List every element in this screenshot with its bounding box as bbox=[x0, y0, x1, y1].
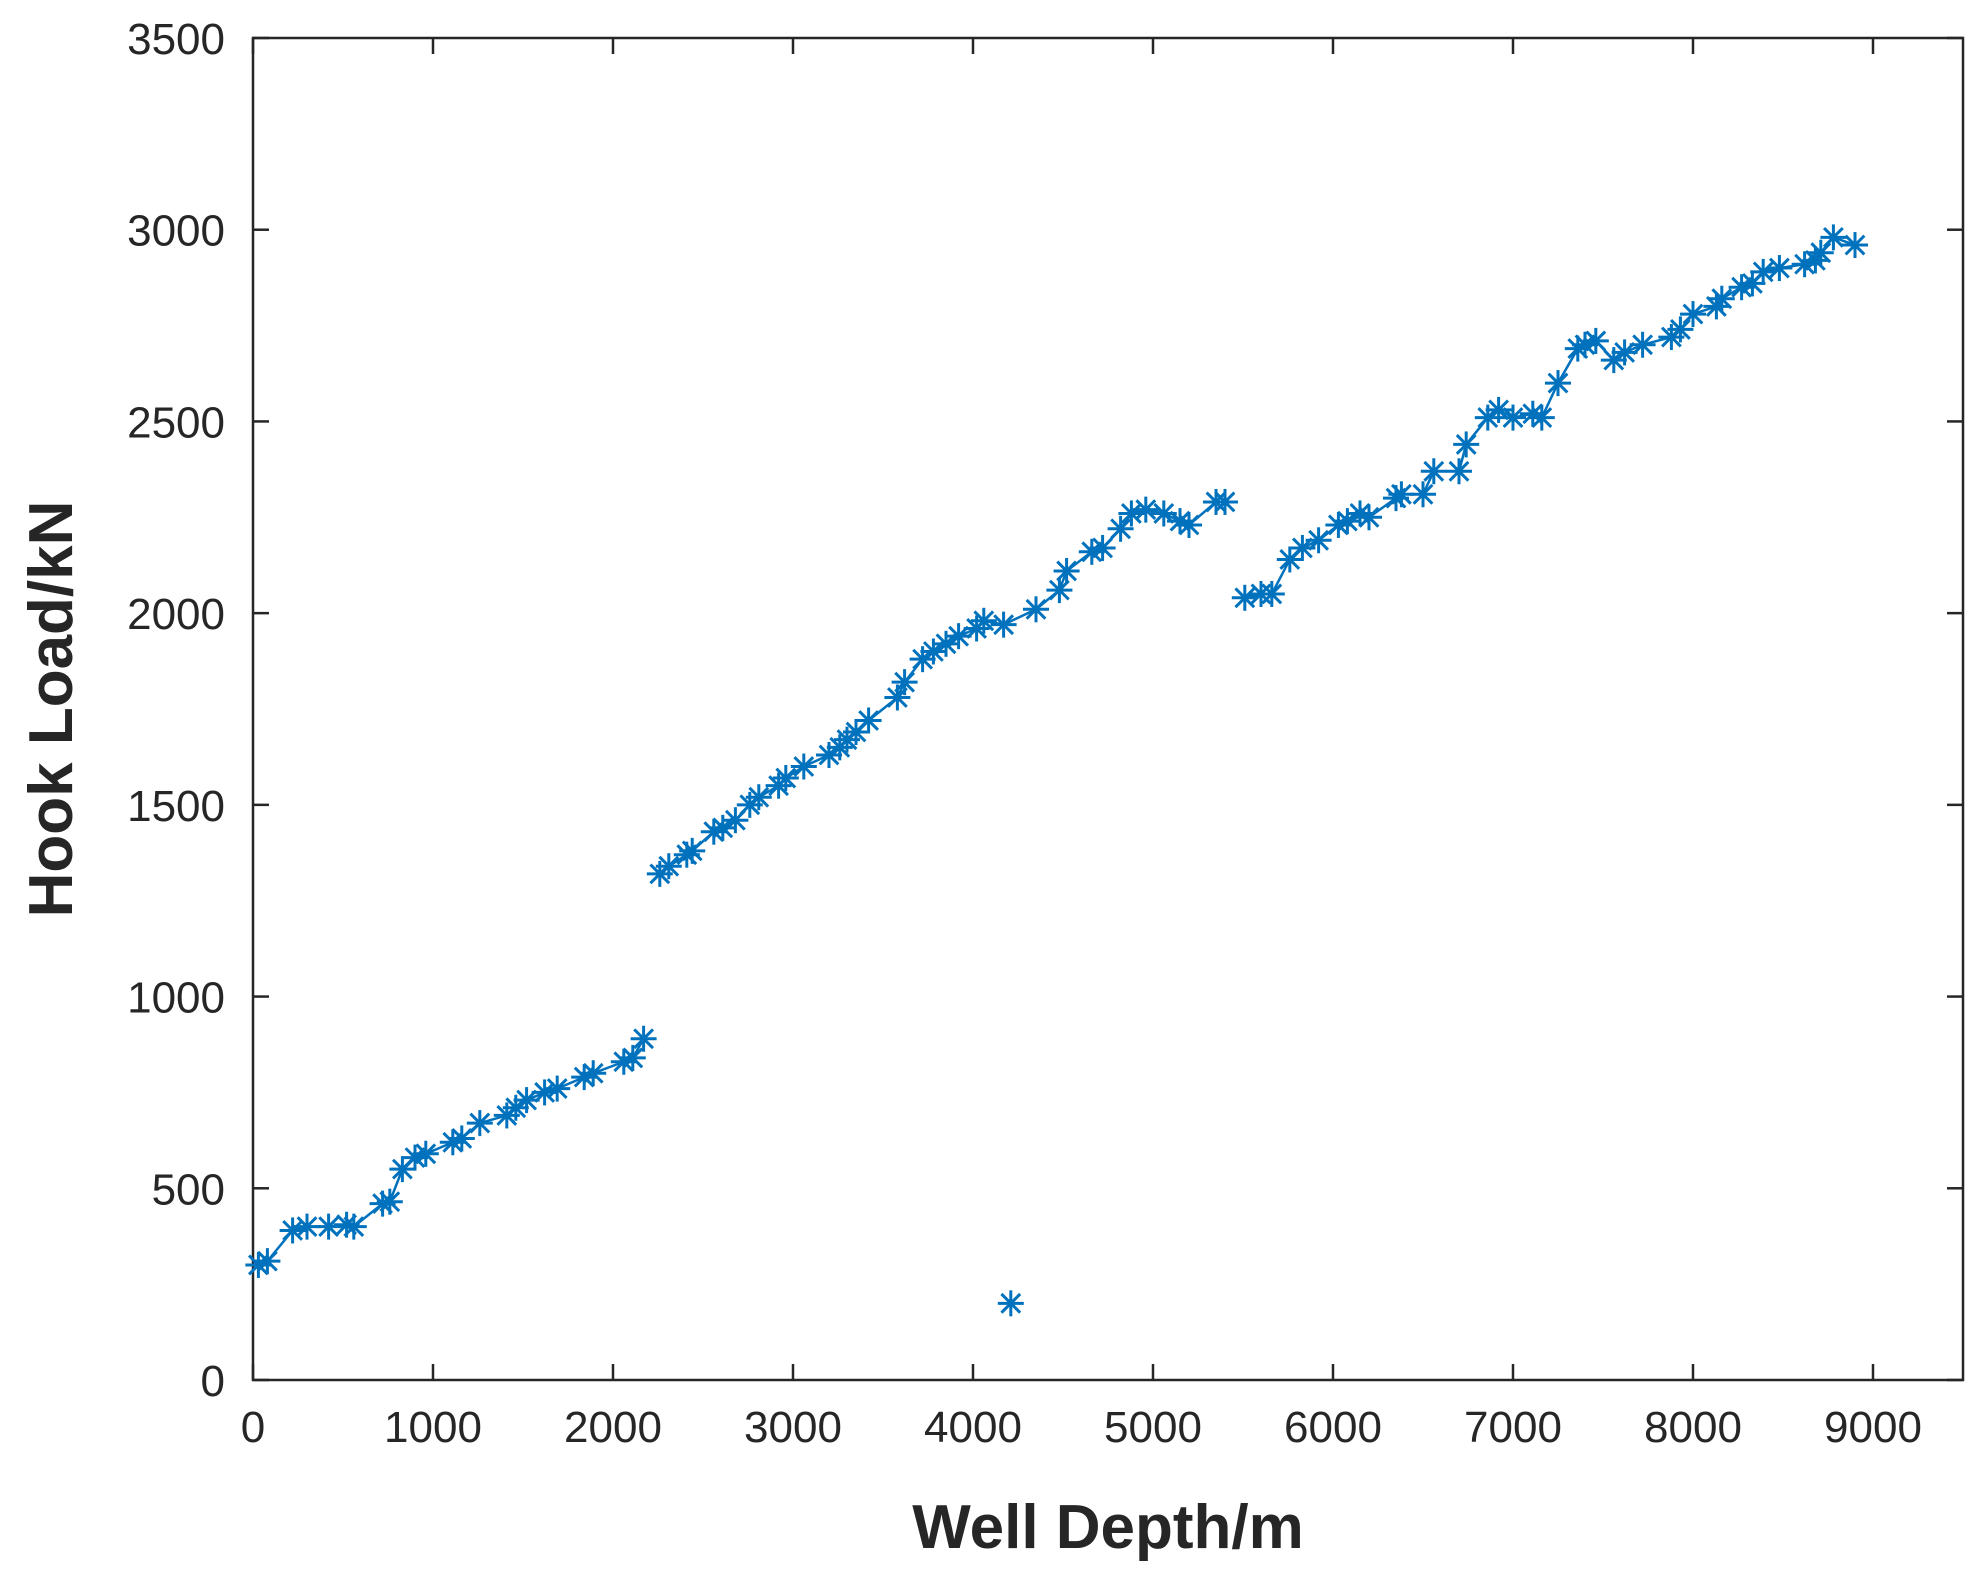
data-point bbox=[655, 853, 682, 880]
plot-frame bbox=[251, 36, 1965, 1382]
y-axis-title: Hook Load/kN bbox=[17, 501, 86, 918]
x-axis-ticks: 0 1000 2000 3000 4000 5000 6000 7000 8000 9000 bbox=[241, 38, 1922, 1452]
data-point bbox=[1820, 224, 1847, 251]
data-point bbox=[1231, 584, 1258, 611]
x-tick-label: 6000 bbox=[1284, 1403, 1382, 1452]
data-point bbox=[1500, 404, 1526, 431]
x-tick-label: 4000 bbox=[924, 1403, 1022, 1452]
x-axis-title: Well Depth/m bbox=[912, 1493, 1304, 1562]
x-tick-label: 7000 bbox=[1464, 1403, 1562, 1452]
data-point bbox=[945, 623, 972, 650]
data-point bbox=[679, 837, 706, 864]
x-tick-label: 8000 bbox=[1644, 1403, 1742, 1452]
y-tick-label: 3000 bbox=[127, 207, 225, 256]
data-point bbox=[1176, 511, 1202, 538]
data-point bbox=[1453, 431, 1480, 458]
data-point bbox=[315, 1213, 342, 1240]
x-tick-label: 2000 bbox=[564, 1403, 662, 1452]
data-point bbox=[772, 765, 799, 792]
data-point bbox=[1545, 370, 1571, 397]
data-point bbox=[580, 1060, 607, 1087]
data-point bbox=[466, 1110, 493, 1137]
data-point bbox=[855, 707, 882, 734]
data-point bbox=[412, 1140, 439, 1167]
data-point bbox=[1132, 496, 1159, 523]
x-tick-label: 1000 bbox=[384, 1403, 482, 1452]
y-tick-label: 2000 bbox=[127, 590, 225, 639]
data-point bbox=[1728, 274, 1755, 301]
data-point bbox=[1807, 239, 1834, 266]
data-point bbox=[790, 753, 817, 780]
data-point bbox=[970, 607, 997, 634]
y-tick-label: 500 bbox=[152, 1165, 225, 1214]
data-point bbox=[402, 1144, 428, 1171]
data-point bbox=[619, 1044, 646, 1071]
data-point bbox=[1420, 458, 1447, 485]
x-tick-label: 9000 bbox=[1824, 1403, 1922, 1452]
data-point bbox=[1410, 481, 1436, 508]
data-point bbox=[1107, 515, 1134, 542]
data-point bbox=[1053, 557, 1080, 584]
data-point bbox=[1446, 458, 1472, 485]
data-point bbox=[448, 1125, 475, 1152]
data-point bbox=[1023, 596, 1049, 623]
data-point bbox=[1791, 251, 1818, 278]
y-tick-label: 1500 bbox=[127, 782, 225, 831]
data-point bbox=[1750, 258, 1777, 285]
data-point bbox=[891, 669, 918, 696]
data-point bbox=[1766, 255, 1793, 282]
data-point bbox=[630, 1025, 657, 1052]
data-point bbox=[376, 1188, 403, 1215]
data-point bbox=[340, 1213, 367, 1240]
x-tick-label: 5000 bbox=[1104, 1403, 1202, 1452]
data-point bbox=[254, 1248, 281, 1275]
data-point bbox=[1212, 488, 1238, 515]
data-point bbox=[1305, 527, 1332, 554]
data-point bbox=[1680, 301, 1706, 328]
x-tick-label: 0 bbox=[241, 1403, 265, 1452]
plot-box bbox=[251, 36, 1965, 1382]
data-point bbox=[1572, 331, 1598, 358]
y-tick-label: 2500 bbox=[127, 398, 225, 447]
data-point bbox=[990, 611, 1017, 638]
x-tick-label: 3000 bbox=[744, 1403, 842, 1452]
data-point bbox=[1708, 285, 1735, 312]
data-point bbox=[1258, 580, 1285, 607]
data-point bbox=[513, 1087, 540, 1114]
series-layer bbox=[245, 224, 1868, 1317]
data-point bbox=[1356, 504, 1382, 531]
data-point bbox=[1528, 404, 1555, 431]
data-point bbox=[294, 1213, 320, 1240]
data-point bbox=[1842, 232, 1868, 259]
data-point bbox=[1629, 331, 1656, 358]
y-tick-label: 3500 bbox=[127, 15, 225, 64]
y-tick-label: 1000 bbox=[127, 974, 225, 1023]
data-point bbox=[1667, 316, 1694, 343]
data-point bbox=[745, 784, 772, 811]
data-point bbox=[1078, 538, 1105, 565]
data-point bbox=[997, 1290, 1024, 1317]
y-axis-ticks: 0 500 1000 1500 2000 2500 3000 3500 bbox=[127, 15, 1963, 1406]
data-point bbox=[1089, 534, 1116, 561]
data-point bbox=[1582, 327, 1609, 354]
data-point bbox=[1046, 577, 1073, 604]
series-line bbox=[658, 500, 1225, 875]
y-tick-label: 0 bbox=[201, 1357, 225, 1406]
data-point bbox=[544, 1075, 571, 1102]
